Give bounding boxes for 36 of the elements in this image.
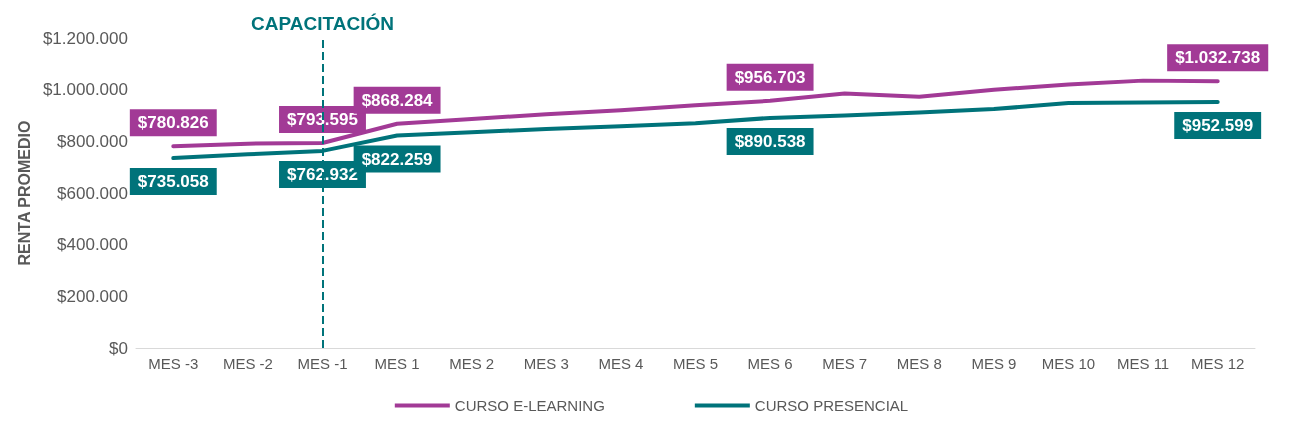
x-tick-label: MES -2 — [222, 355, 273, 372]
y-tick-label: $1.000.000 — [42, 80, 128, 100]
x-tick-label: MES 2 — [449, 355, 495, 372]
x-tick-label: MES 7 — [822, 355, 868, 372]
x-tick-label: MES 3 — [523, 355, 569, 372]
legend-label: CURSO PRESENCIAL — [754, 397, 909, 414]
ref-line-label: CAPACITACIÓN — [251, 13, 394, 34]
data-label: $822.259 — [361, 149, 433, 169]
y-tick-label: $0 — [109, 338, 128, 358]
x-tick-label: MES 11 — [1116, 355, 1170, 372]
y-tick-label: $1.200.000 — [42, 28, 128, 48]
x-tick-label: MES 6 — [747, 355, 793, 372]
x-tick-label: MES 5 — [672, 355, 718, 372]
y-tick-label: $400.000 — [57, 235, 128, 255]
x-tick-label: MES -1 — [297, 355, 348, 372]
x-tick-label: MES -3 — [148, 355, 199, 372]
y-tick-label: $200.000 — [57, 286, 128, 306]
data-label: $1.032.738 — [1175, 48, 1261, 68]
x-tick-label: MES 9 — [971, 355, 1017, 372]
data-label: $956.703 — [734, 67, 806, 87]
data-label: $890.538 — [734, 131, 806, 151]
data-label: $952.599 — [1182, 115, 1254, 135]
legend-label: CURSO E-LEARNING — [454, 397, 605, 414]
x-tick-label: MES 4 — [598, 355, 644, 372]
data-label: $793.595 — [287, 109, 358, 129]
y-tick-label: $600.000 — [57, 183, 128, 203]
y-axis-title: RENTA PROMEDIO — [15, 120, 33, 266]
x-tick-label: MES 10 — [1041, 355, 1096, 372]
x-tick-label: MES 1 — [374, 355, 420, 372]
data-label: $735.058 — [137, 172, 209, 192]
x-tick-label: MES 8 — [896, 355, 942, 372]
data-label: $780.826 — [137, 113, 209, 133]
data-label: $868.284 — [361, 90, 434, 110]
x-tick-label: MES 12 — [1191, 355, 1245, 372]
y-tick-label: $800.000 — [57, 131, 128, 151]
data-label: $762.932 — [287, 164, 358, 184]
